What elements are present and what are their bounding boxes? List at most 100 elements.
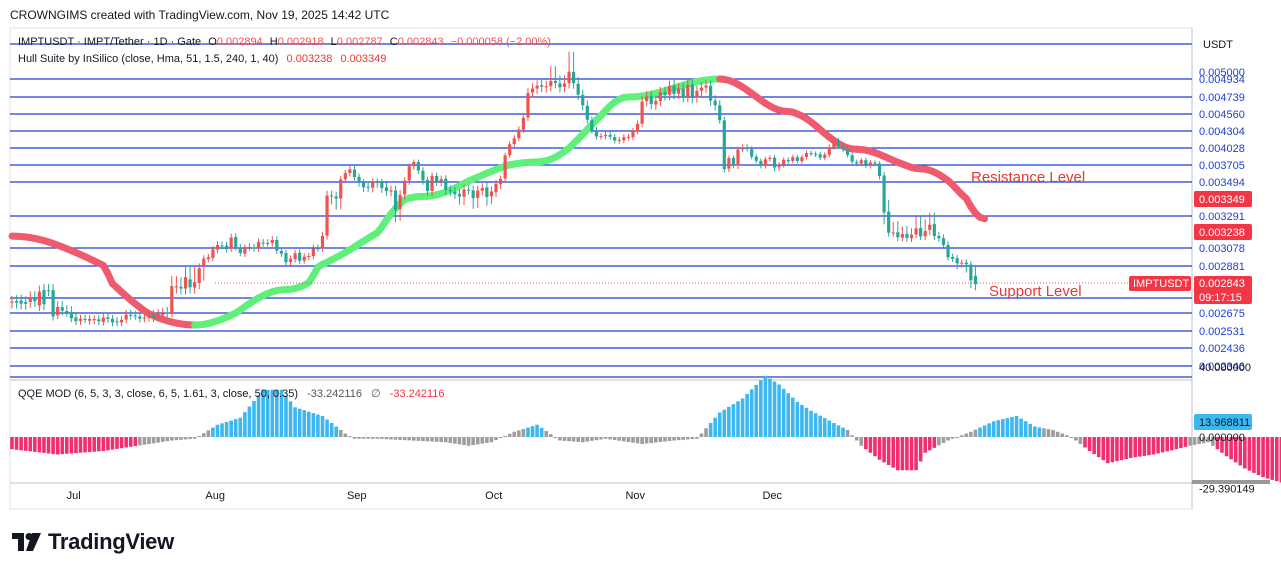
candle[interactable] [736, 146, 740, 169]
candle[interactable] [914, 216, 918, 239]
candle[interactable] [156, 309, 160, 322]
candle[interactable] [110, 314, 115, 327]
candle[interactable] [302, 253, 306, 264]
candle[interactable] [581, 89, 585, 111]
candlesticks[interactable] [10, 51, 978, 327]
candle[interactable] [439, 175, 443, 186]
candle[interactable] [435, 172, 439, 186]
candle[interactable] [617, 136, 621, 144]
candle[interactable] [973, 264, 978, 291]
candle[interactable] [288, 255, 293, 266]
candle[interactable] [92, 315, 96, 325]
candle[interactable] [366, 181, 370, 192]
candle[interactable] [206, 253, 210, 263]
candle[interactable] [425, 176, 430, 196]
candle[interactable] [78, 314, 83, 325]
candle[interactable] [14, 295, 19, 309]
candle[interactable] [10, 295, 14, 309]
candle[interactable] [782, 157, 786, 168]
candle[interactable] [882, 172, 886, 225]
candle[interactable] [877, 161, 882, 180]
candle[interactable] [412, 159, 416, 170]
candle[interactable] [293, 249, 297, 263]
candle[interactable] [572, 51, 576, 89]
candle[interactable] [407, 163, 411, 185]
candle[interactable] [795, 154, 799, 164]
candle[interactable] [28, 291, 32, 308]
candle[interactable] [613, 133, 617, 144]
candle[interactable] [768, 155, 772, 162]
candle[interactable] [361, 179, 366, 193]
candle[interactable] [151, 309, 156, 322]
candle[interactable] [33, 291, 37, 308]
candle[interactable] [320, 232, 325, 252]
candle[interactable] [444, 175, 448, 195]
time-axis[interactable]: Jul Aug Sep Oct Nov Dec [67, 490, 783, 502]
candle[interactable] [731, 155, 736, 169]
candle[interactable] [896, 221, 900, 242]
candle[interactable] [836, 137, 841, 150]
candle[interactable] [325, 190, 329, 240]
candle[interactable] [855, 159, 859, 167]
candle[interactable] [722, 116, 726, 173]
candle[interactable] [887, 199, 891, 237]
candle[interactable] [823, 152, 827, 161]
candle[interactable] [42, 283, 46, 311]
candle[interactable] [261, 238, 265, 247]
candle[interactable] [183, 265, 188, 295]
candle[interactable] [298, 249, 302, 265]
candle[interactable] [234, 233, 238, 251]
candle[interactable] [960, 259, 964, 268]
candle[interactable] [873, 160, 877, 167]
candle[interactable] [202, 255, 206, 281]
candle[interactable] [841, 143, 845, 152]
candle[interactable] [503, 152, 507, 183]
candle[interactable] [284, 249, 288, 266]
candle[interactable] [161, 307, 165, 320]
candle[interactable] [489, 186, 494, 205]
candle[interactable] [645, 91, 649, 107]
candle[interactable] [457, 189, 462, 205]
candle[interactable] [576, 76, 580, 100]
candle[interactable] [83, 314, 87, 323]
candle[interactable] [599, 132, 603, 140]
candle[interactable] [51, 284, 55, 321]
candle[interactable] [553, 66, 557, 89]
candle[interactable] [704, 80, 708, 93]
candle[interactable] [928, 213, 932, 236]
candle[interactable] [804, 150, 809, 160]
candle[interactable] [375, 178, 379, 188]
candle[interactable] [398, 190, 402, 221]
candle[interactable] [494, 179, 498, 197]
candle[interactable] [174, 275, 178, 294]
candle[interactable] [905, 225, 909, 242]
candle[interactable] [348, 165, 352, 177]
candle[interactable] [421, 167, 425, 185]
candle[interactable] [667, 80, 672, 101]
candle[interactable] [695, 85, 699, 103]
candle[interactable] [521, 114, 525, 133]
candle[interactable] [686, 79, 690, 103]
candle[interactable] [380, 178, 384, 193]
candle[interactable] [740, 144, 745, 153]
candle[interactable] [393, 185, 398, 222]
candle[interactable] [868, 160, 873, 169]
candle[interactable] [727, 155, 731, 173]
candle[interactable] [946, 241, 950, 261]
candle[interactable] [448, 185, 452, 197]
candle[interactable] [950, 253, 955, 263]
candle[interactable] [850, 152, 854, 165]
candle[interactable] [681, 83, 685, 103]
candle[interactable] [713, 95, 717, 111]
candle[interactable] [763, 156, 767, 169]
candle[interactable] [658, 86, 662, 107]
candle[interactable] [544, 80, 548, 93]
candle[interactable] [526, 87, 530, 122]
candle[interactable] [215, 241, 220, 253]
candle[interactable] [677, 83, 681, 100]
candle[interactable] [814, 151, 818, 158]
candle[interactable] [403, 177, 407, 200]
candle[interactable] [24, 296, 28, 310]
candle[interactable] [316, 244, 320, 252]
